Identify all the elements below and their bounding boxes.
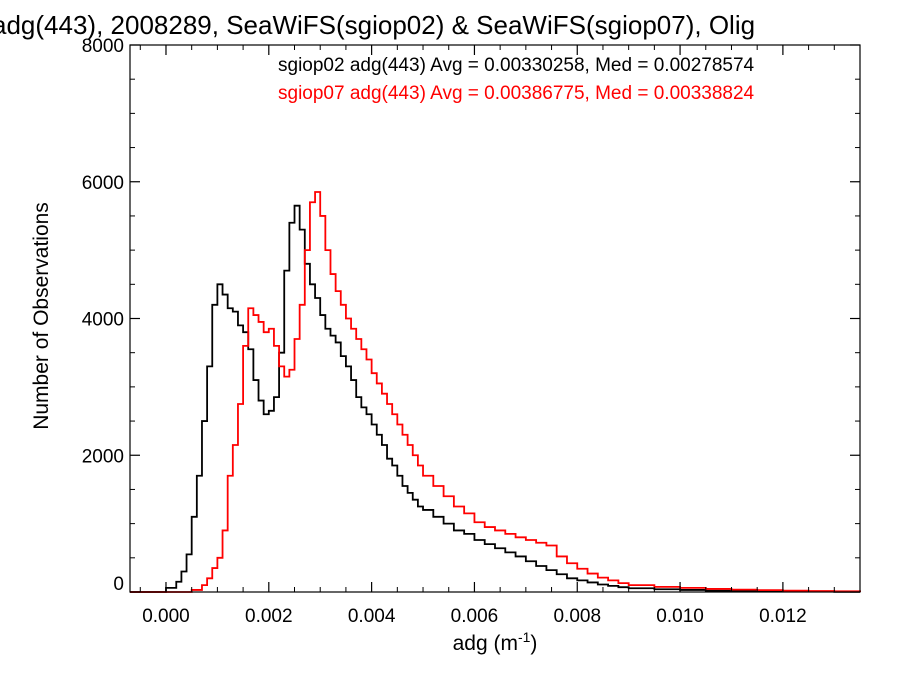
legend-entry-sgiop07: sgiop07 adg(443) Avg = 0.00386775, Med =… xyxy=(278,83,755,104)
chart-title: adg(443), 2008289, SeaWiFS(sgiop02) & Se… xyxy=(0,10,755,40)
series-line-sgiop07 xyxy=(130,191,861,593)
x-tick-label: 0.004 xyxy=(348,606,396,627)
y-axis-title: Number of Observations xyxy=(30,202,53,430)
y-tick-label: 8000 xyxy=(82,36,124,57)
x-axis: 0.000 0.002 0.004 0.006 0.008 0.010 0.012 xyxy=(139,45,835,627)
plot-frame xyxy=(129,44,861,593)
y-tick-label: 4000 xyxy=(82,310,124,331)
x-axis-title-tail: ) xyxy=(530,632,537,655)
x-tick-label: 0.012 xyxy=(759,606,807,627)
x-axis-title-text: adg (m xyxy=(453,632,518,655)
y-tick-label: 2000 xyxy=(82,446,124,467)
y-tick-label: 0 xyxy=(113,574,124,595)
y-axis: 0 2000 4000 6000 8000 xyxy=(82,36,860,595)
x-tick-label: 0.008 xyxy=(553,606,601,627)
x-tick-label: 0.000 xyxy=(142,606,190,627)
legend-entry-sgiop02: sgiop02 adg(443) Avg = 0.00330258, Med =… xyxy=(278,55,755,76)
x-axis-title-superscript: -1 xyxy=(518,629,531,645)
x-axis-title: adg (m-1) xyxy=(453,629,538,655)
x-tick-label: 0.010 xyxy=(656,606,704,627)
series-line-sgiop02 xyxy=(130,204,861,593)
series-layer xyxy=(130,191,861,593)
x-tick-label: 0.006 xyxy=(451,606,499,627)
y-tick-label: 6000 xyxy=(82,173,124,194)
x-tick-label: 0.002 xyxy=(245,606,293,627)
